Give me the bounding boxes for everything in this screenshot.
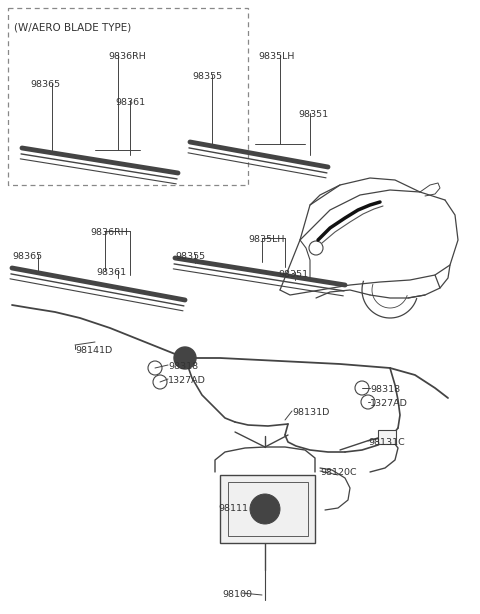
Circle shape [250, 494, 280, 524]
Text: 98131C: 98131C [368, 438, 405, 447]
Text: 9836RH: 9836RH [90, 228, 128, 237]
Text: 98361: 98361 [115, 98, 145, 107]
Text: 98365: 98365 [30, 80, 60, 89]
Bar [228, 482, 308, 536]
Text: 9835LH: 9835LH [248, 235, 284, 244]
Text: 98100: 98100 [222, 590, 252, 599]
Text: 1327AD: 1327AD [168, 376, 206, 385]
Text: 98351: 98351 [298, 110, 328, 119]
Bar [220, 475, 315, 543]
Text: 98318: 98318 [370, 385, 400, 394]
Text: 98120C: 98120C [320, 468, 357, 477]
Text: 98355: 98355 [192, 72, 222, 81]
Text: 98111: 98111 [218, 504, 248, 513]
Text: 98351: 98351 [278, 270, 308, 279]
Text: 98355: 98355 [175, 252, 205, 261]
Text: 98361: 98361 [96, 268, 126, 277]
Circle shape [174, 347, 196, 369]
Text: 98141D: 98141D [75, 346, 112, 355]
Bar [378, 430, 396, 444]
Text: 9836RH: 9836RH [108, 52, 146, 61]
Bar [8, 8, 248, 185]
Text: 98318: 98318 [168, 362, 198, 371]
Text: 9835LH: 9835LH [258, 52, 294, 61]
Text: 98365: 98365 [12, 252, 42, 261]
Text: 1327AD: 1327AD [370, 399, 408, 408]
Text: 98131D: 98131D [292, 408, 329, 417]
Text: (W/AERO BLADE TYPE): (W/AERO BLADE TYPE) [14, 22, 131, 32]
